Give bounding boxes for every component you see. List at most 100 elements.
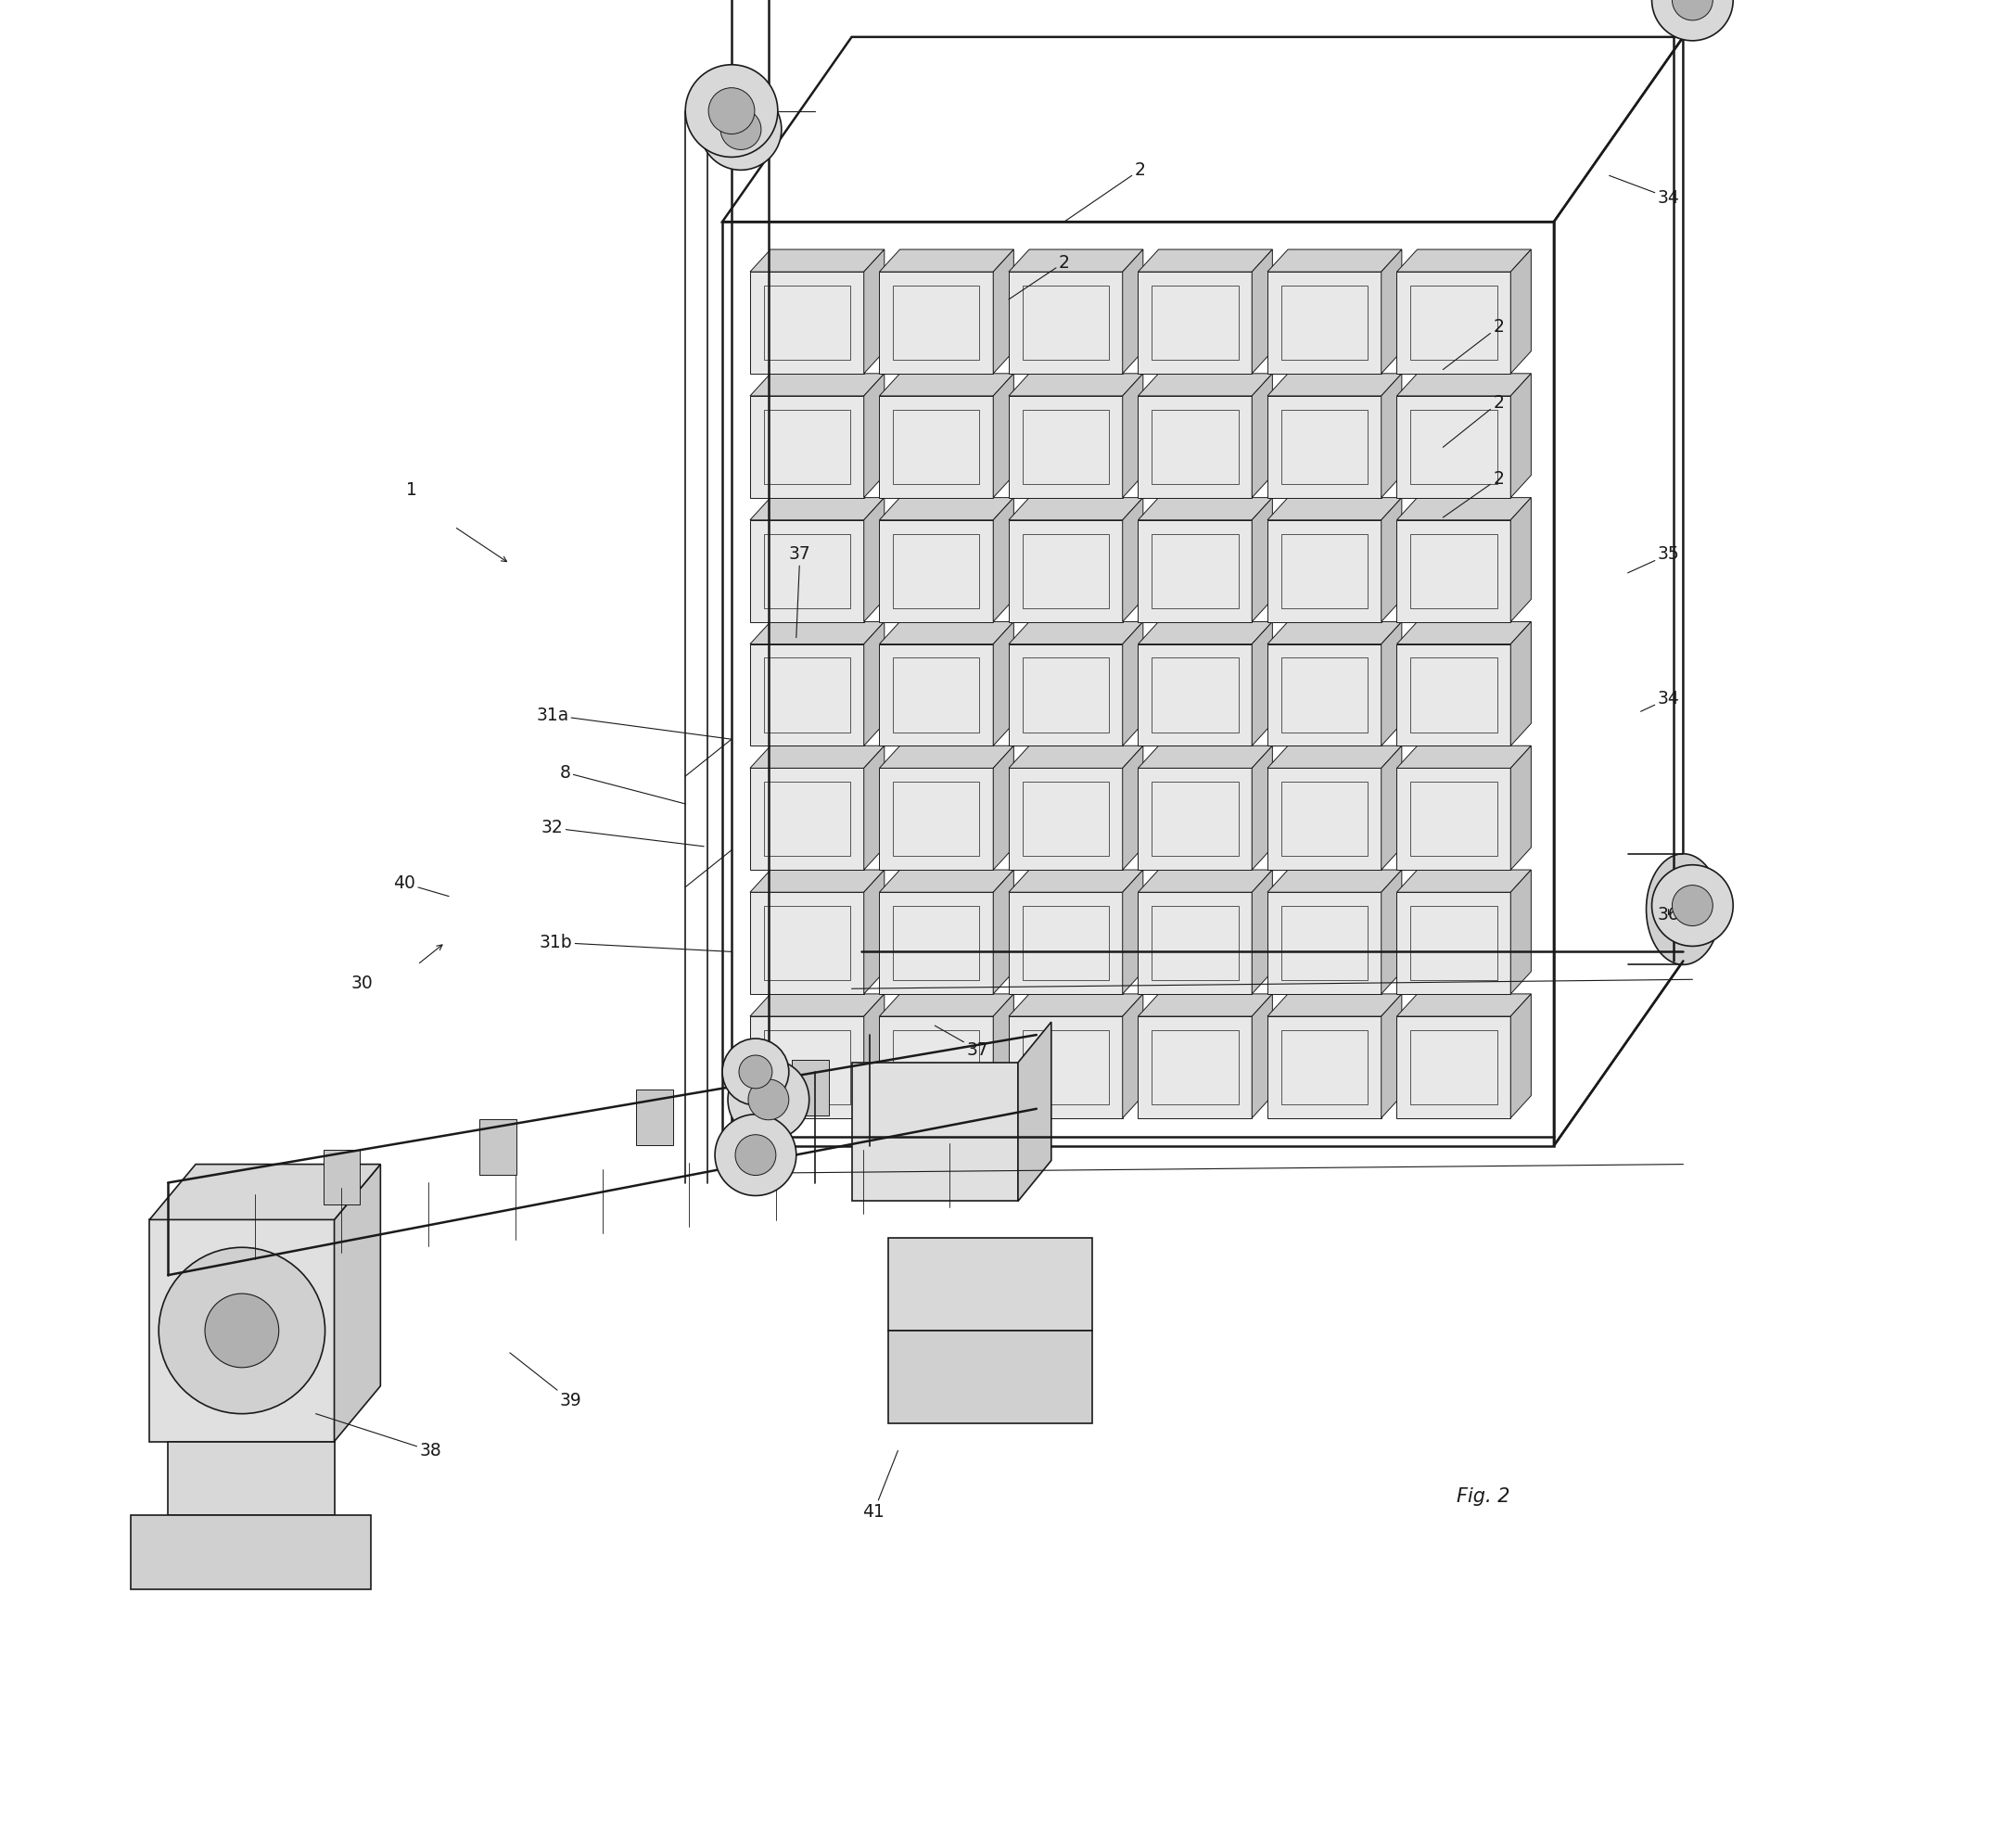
Polygon shape <box>880 373 1013 395</box>
Polygon shape <box>1137 621 1273 645</box>
Polygon shape <box>1267 272 1381 373</box>
Polygon shape <box>1009 1016 1123 1118</box>
Polygon shape <box>1009 272 1123 373</box>
Text: 31b: 31b <box>540 933 732 952</box>
Polygon shape <box>864 870 884 994</box>
Polygon shape <box>1009 249 1143 272</box>
Polygon shape <box>150 1220 334 1441</box>
Polygon shape <box>994 621 1013 747</box>
Polygon shape <box>1009 645 1123 747</box>
Polygon shape <box>1267 497 1401 519</box>
Polygon shape <box>1009 395 1123 497</box>
Text: 37: 37 <box>790 545 812 638</box>
Polygon shape <box>1381 870 1401 994</box>
Circle shape <box>722 1039 790 1105</box>
Polygon shape <box>1251 747 1273 870</box>
Polygon shape <box>1137 769 1251 870</box>
Polygon shape <box>1267 893 1381 994</box>
Polygon shape <box>1511 249 1531 373</box>
Text: 2: 2 <box>1009 253 1069 299</box>
Polygon shape <box>994 870 1013 994</box>
Polygon shape <box>1267 994 1401 1016</box>
Circle shape <box>206 1294 278 1368</box>
Circle shape <box>720 109 762 150</box>
Polygon shape <box>1137 645 1251 747</box>
Polygon shape <box>750 769 864 870</box>
Polygon shape <box>1123 994 1143 1118</box>
Polygon shape <box>1381 373 1401 497</box>
Circle shape <box>740 1055 772 1088</box>
Polygon shape <box>1511 994 1531 1118</box>
Polygon shape <box>1009 994 1143 1016</box>
Text: 32: 32 <box>542 819 704 846</box>
Polygon shape <box>1267 769 1381 870</box>
Polygon shape <box>994 249 1013 373</box>
Polygon shape <box>880 1016 994 1118</box>
Polygon shape <box>1267 519 1381 621</box>
Circle shape <box>736 1135 776 1175</box>
Polygon shape <box>1251 373 1273 497</box>
Polygon shape <box>1397 497 1531 519</box>
Polygon shape <box>1251 870 1273 994</box>
Polygon shape <box>1397 645 1511 747</box>
Polygon shape <box>1511 373 1531 497</box>
Polygon shape <box>994 994 1013 1118</box>
Polygon shape <box>864 621 884 747</box>
Text: 2: 2 <box>1443 469 1503 517</box>
Polygon shape <box>1397 272 1511 373</box>
Polygon shape <box>636 1090 674 1146</box>
Polygon shape <box>1267 373 1401 395</box>
Polygon shape <box>1397 769 1511 870</box>
Polygon shape <box>750 1016 864 1118</box>
Polygon shape <box>880 893 994 994</box>
Polygon shape <box>1137 1016 1251 1118</box>
Text: 31a: 31a <box>536 706 732 739</box>
Polygon shape <box>880 395 994 497</box>
Text: 34: 34 <box>1641 689 1679 711</box>
Circle shape <box>158 1247 326 1414</box>
Polygon shape <box>1009 373 1143 395</box>
Text: Fig. 2: Fig. 2 <box>1457 1488 1511 1506</box>
Polygon shape <box>750 249 884 272</box>
Polygon shape <box>994 497 1013 621</box>
Polygon shape <box>1009 769 1123 870</box>
Polygon shape <box>880 249 1013 272</box>
Polygon shape <box>1009 497 1143 519</box>
Polygon shape <box>1137 747 1273 769</box>
Polygon shape <box>750 994 884 1016</box>
Polygon shape <box>880 994 1013 1016</box>
Polygon shape <box>1137 395 1251 497</box>
Circle shape <box>708 89 756 135</box>
Polygon shape <box>864 994 884 1118</box>
Polygon shape <box>852 1063 1017 1201</box>
Polygon shape <box>324 1149 360 1205</box>
Polygon shape <box>1267 1016 1381 1118</box>
Text: 34: 34 <box>1609 176 1679 207</box>
Polygon shape <box>1009 747 1143 769</box>
Text: 30: 30 <box>352 974 374 992</box>
Text: 39: 39 <box>510 1353 582 1410</box>
Polygon shape <box>1511 621 1531 747</box>
Polygon shape <box>1511 747 1531 870</box>
Polygon shape <box>1137 249 1273 272</box>
Polygon shape <box>1397 1016 1511 1118</box>
Polygon shape <box>1267 870 1401 893</box>
Polygon shape <box>880 769 994 870</box>
Polygon shape <box>880 645 994 747</box>
Polygon shape <box>750 373 884 395</box>
Polygon shape <box>1009 519 1123 621</box>
Polygon shape <box>1267 395 1381 497</box>
Polygon shape <box>1267 249 1401 272</box>
Polygon shape <box>150 1164 380 1220</box>
Circle shape <box>728 1059 810 1140</box>
Polygon shape <box>864 373 884 497</box>
Polygon shape <box>880 870 1013 893</box>
Circle shape <box>716 1114 796 1196</box>
Polygon shape <box>750 893 864 994</box>
Text: 38: 38 <box>316 1414 442 1460</box>
Circle shape <box>1671 885 1713 926</box>
Polygon shape <box>1381 621 1401 747</box>
Polygon shape <box>1251 621 1273 747</box>
Polygon shape <box>994 373 1013 497</box>
Polygon shape <box>1123 249 1143 373</box>
